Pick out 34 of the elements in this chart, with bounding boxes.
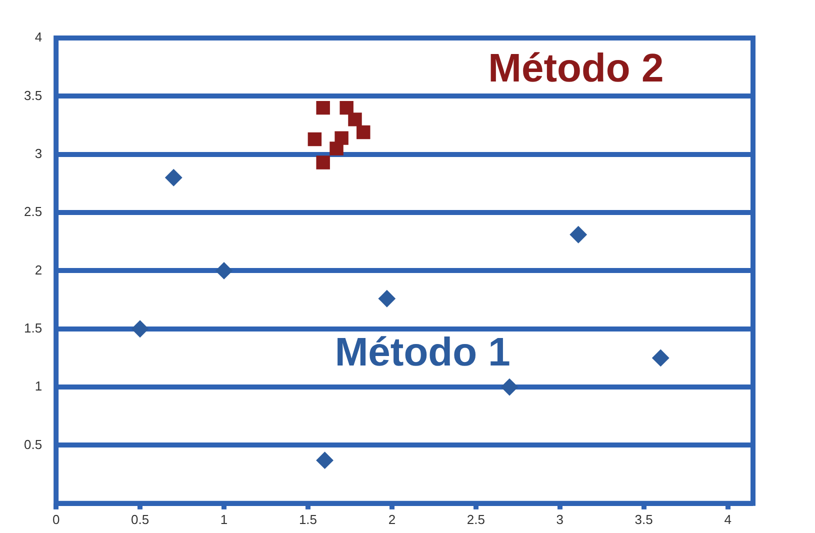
y-tick-label: 2.5 [24, 204, 42, 220]
series-label: Método 1 [334, 330, 510, 375]
point [308, 132, 322, 146]
point [500, 378, 518, 396]
x-tick-label: 2.5 [466, 512, 485, 527]
x-tick-label: 4 [724, 512, 732, 527]
x-tick-label: 3.5 [634, 512, 653, 527]
point [165, 169, 182, 186]
point [316, 156, 330, 170]
point [356, 125, 370, 140]
y-tick-label: 1 [34, 378, 42, 394]
x-tick-label: 0.5 [131, 512, 150, 527]
y-tick-label: 2 [34, 262, 42, 278]
point [378, 290, 396, 308]
point [330, 142, 344, 156]
point [348, 112, 362, 126]
x-tick-label: 2 [388, 512, 396, 527]
text: Método 2 [488, 46, 664, 91]
point [132, 320, 149, 338]
x-tick-label: 3 [556, 512, 564, 527]
y-tick-label: 1.5 [24, 320, 42, 336]
y-tick-label: 3.5 [24, 88, 42, 103]
point [216, 262, 233, 280]
x-tick-label: 0 [52, 512, 60, 527]
point [570, 226, 587, 244]
y-tick-label: 3 [34, 146, 42, 161]
point [316, 452, 334, 469]
x-tick-label: 1 [220, 512, 228, 527]
y-tick-label: 0.5 [24, 436, 42, 452]
point [652, 349, 670, 366]
point [316, 100, 330, 115]
point [340, 100, 354, 115]
x-tick-label: 1.5 [298, 512, 318, 527]
y-tick-label: 4 [34, 30, 42, 45]
